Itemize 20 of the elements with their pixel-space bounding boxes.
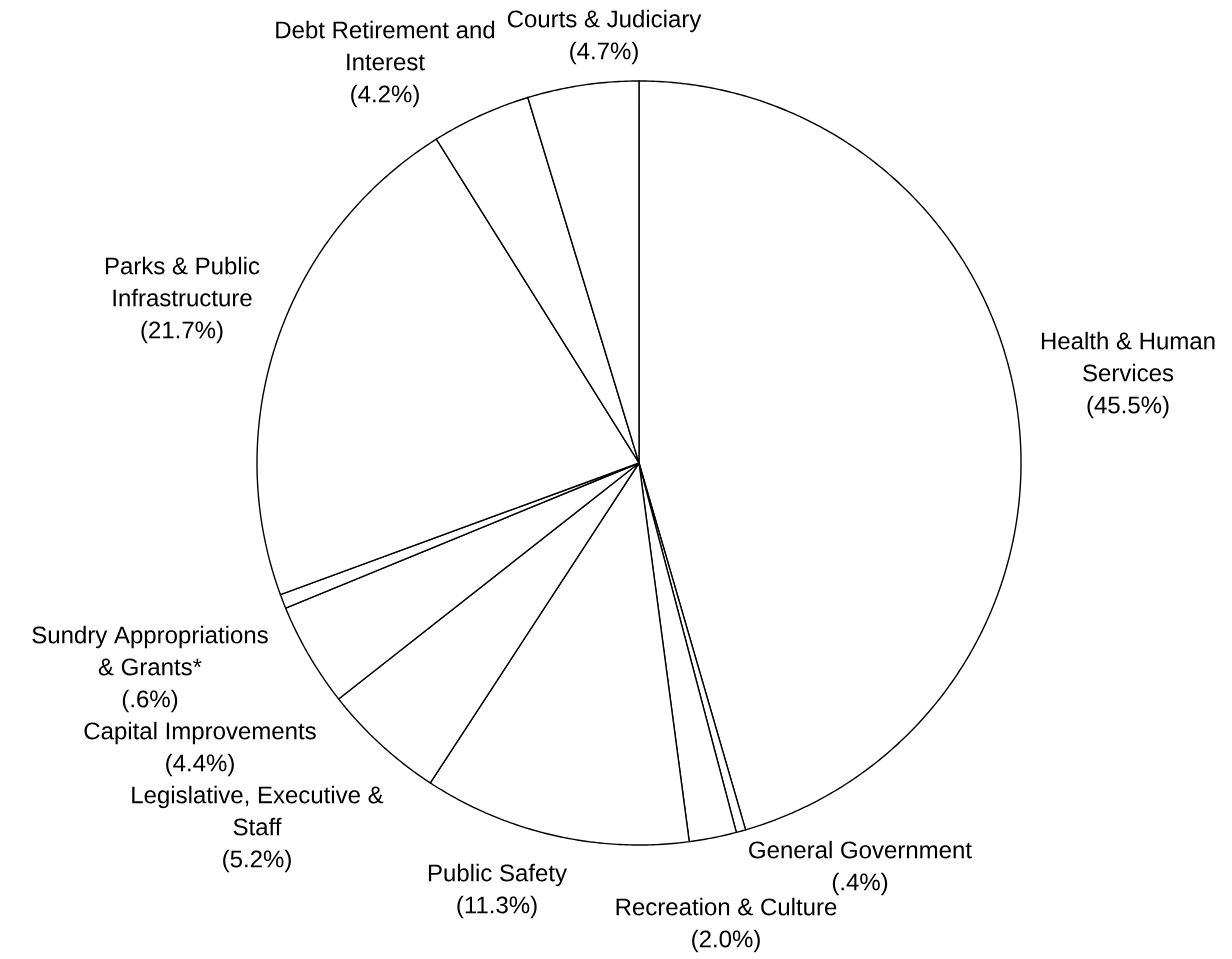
slice-label: Debt Retirement and Interest (276, 20, 495, 71)
slice-label: Capital Improvements (84, 721, 316, 745)
data-label: (45.5%) (1087, 395, 1169, 419)
slice-label: Health & Human Services (1041, 331, 1215, 382)
slice-label: Recreation & Culture (616, 897, 837, 916)
data-label: (5.2%) (223, 849, 291, 873)
data-label: (11.3%) (457, 895, 537, 919)
data-label: (.6%) (122, 689, 178, 713)
slice-label: Public Safety (428, 863, 567, 887)
slice-label: Parks & Public Infrastructure (105, 256, 260, 307)
data-label: (4.7%) (570, 41, 638, 65)
data-label: (21.7%) (141, 320, 223, 344)
slice-label: General Government (749, 840, 972, 859)
slice-label: Sundry Appropriations & Grants* (32, 625, 268, 676)
data-label: (4.2%) (351, 84, 419, 108)
data-label: (.4%) (832, 872, 888, 896)
data-label: (4.4%) (166, 753, 234, 777)
slice-label: Courts & Judiciary (507, 9, 702, 33)
data-label: (2.0%) (692, 929, 760, 953)
slice-label: Legislative, Executive & Staff (132, 785, 384, 836)
